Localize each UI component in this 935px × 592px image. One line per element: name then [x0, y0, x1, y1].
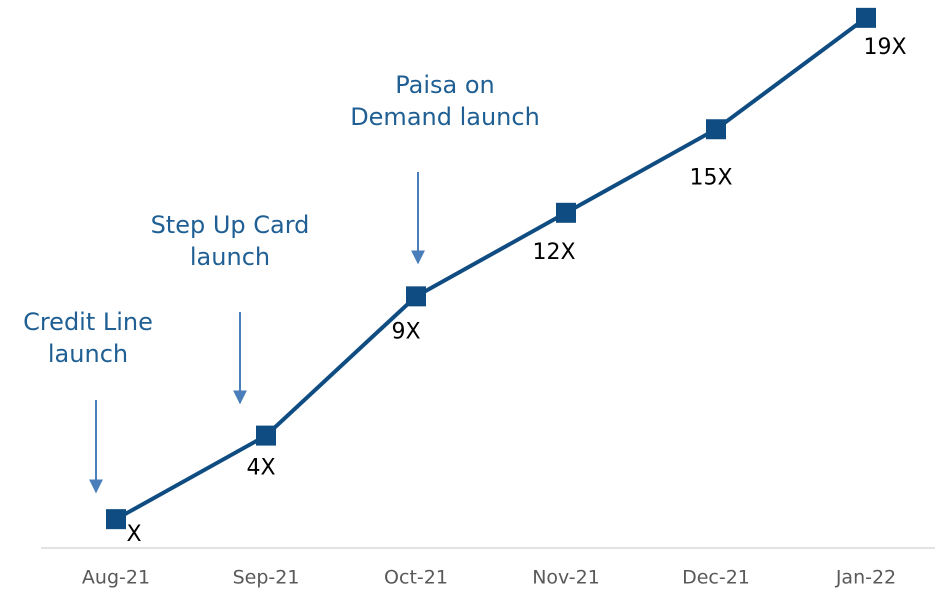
x-tick-label: Aug-21: [82, 567, 150, 589]
marker: [106, 509, 126, 530]
marker: [706, 119, 726, 140]
annotation: Step Up Card: [151, 211, 310, 239]
x-tick-label: Dec-21: [682, 567, 750, 589]
x-tick-label: Sep-21: [233, 567, 300, 589]
x-tick-label: Jan-22: [835, 567, 896, 589]
annotation: launch: [190, 243, 270, 271]
data-label: 9X: [391, 319, 420, 344]
data-label: 12X: [532, 240, 575, 265]
annotation: launch: [48, 340, 128, 368]
marker: [406, 286, 426, 307]
x-tick-label: Oct-21: [384, 567, 448, 589]
data-label: 4X: [246, 456, 275, 481]
annotation: Demand launch: [350, 103, 540, 131]
line: [115, 16, 868, 521]
data-label: X: [126, 522, 141, 547]
data-label: 15X: [689, 165, 732, 190]
marker: [856, 7, 876, 28]
marker: [556, 202, 576, 223]
annotation: Credit Line: [23, 308, 153, 336]
marker: [256, 425, 276, 446]
x-tick-label: Nov-21: [532, 567, 600, 589]
data-label: 19X: [863, 35, 906, 60]
annotation: Paisa on: [395, 71, 495, 99]
